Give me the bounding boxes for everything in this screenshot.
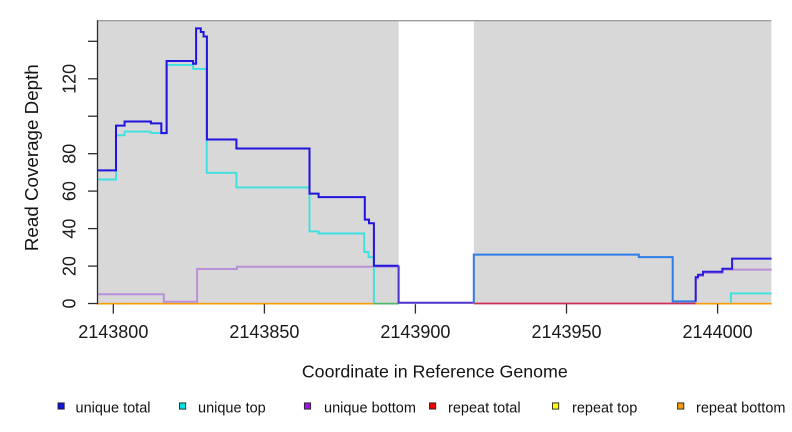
svg-text:unique total: unique total	[76, 401, 151, 417]
svg-text:60: 60	[59, 181, 79, 201]
svg-text:2143800: 2143800	[78, 322, 148, 342]
svg-text:0: 0	[59, 298, 79, 308]
svg-text:40: 40	[59, 219, 79, 239]
svg-text:80: 80	[59, 144, 79, 164]
svg-text:repeat bottom: repeat bottom	[696, 401, 785, 417]
svg-text:Read Coverage Depth: Read Coverage Depth	[21, 64, 42, 251]
svg-text:2143950: 2143950	[531, 322, 601, 342]
svg-text:120: 120	[59, 64, 79, 94]
svg-text:2143900: 2143900	[380, 322, 450, 342]
svg-text:20: 20	[59, 256, 79, 276]
svg-text:repeat total: repeat total	[448, 401, 521, 417]
svg-text:2144000: 2144000	[683, 322, 753, 342]
svg-text:repeat top: repeat top	[572, 401, 637, 417]
svg-text:unique bottom: unique bottom	[324, 401, 416, 417]
svg-text:unique top: unique top	[198, 401, 266, 417]
svg-text:Coordinate in Reference Genome: Coordinate in Reference Genome	[302, 361, 568, 381]
svg-text:2143850: 2143850	[229, 322, 299, 342]
